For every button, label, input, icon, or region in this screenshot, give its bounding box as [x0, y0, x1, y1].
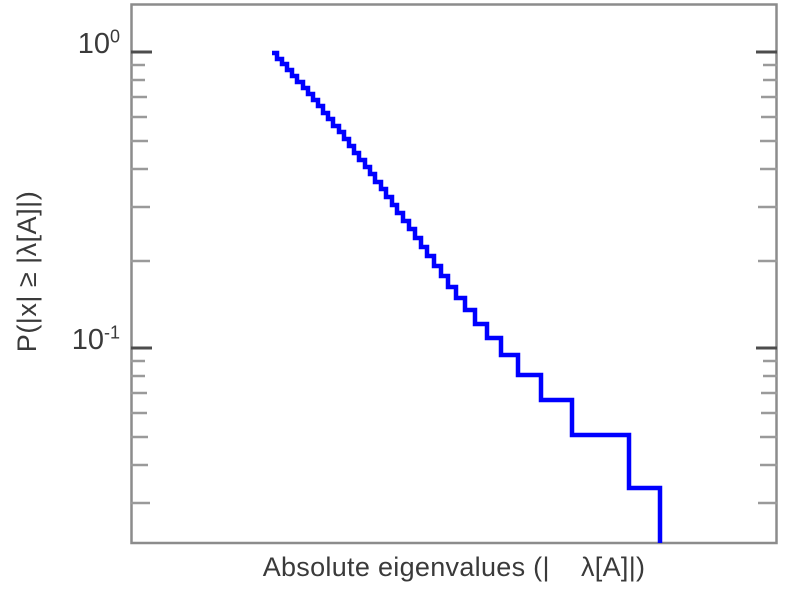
y-axis-major-ticks-right	[756, 50, 777, 350]
plot-frame	[130, 3, 778, 545]
y-axis-minor-ticks-left	[131, 63, 150, 505]
y-axis-major-ticks-left	[131, 50, 152, 350]
y-axis-minor-ticks-right	[758, 63, 777, 505]
data-series-survival-curve	[272, 50, 663, 543]
